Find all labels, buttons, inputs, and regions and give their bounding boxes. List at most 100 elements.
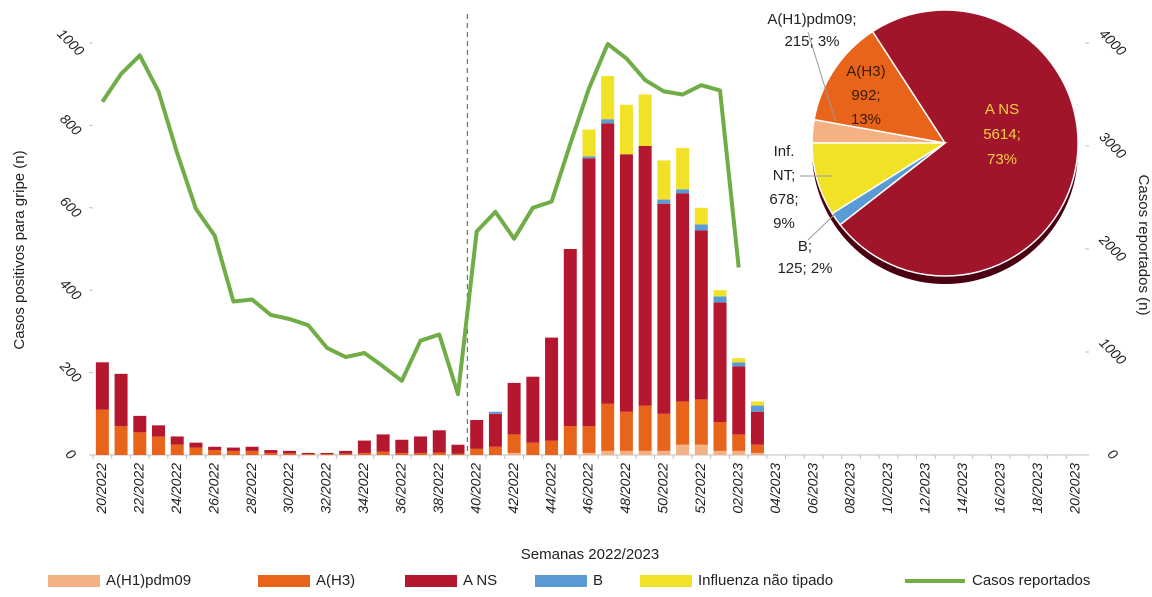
bar-segment [545, 337, 559, 441]
pie-label: 678; [769, 191, 798, 208]
bar-segment [133, 432, 147, 455]
x-tick-label: 52/2022 [692, 463, 708, 514]
bar-segment [357, 452, 371, 455]
bar-segment [657, 199, 671, 204]
bar-segment [750, 405, 764, 412]
y2-tick-label: 2000 [1096, 231, 1130, 265]
bar-segment [732, 434, 746, 451]
x-tick-label: 12/2023 [917, 463, 933, 514]
bar-segment [619, 411, 633, 451]
pie-label: Inf. [774, 143, 795, 160]
bar-segment [245, 450, 259, 455]
x-tick-label: 40/2022 [467, 463, 483, 514]
bar-segment [114, 373, 128, 427]
bar-segment [619, 154, 633, 412]
y2-tick-label: 1000 [1096, 334, 1129, 367]
pie-label: 73% [987, 151, 1017, 168]
bar-segment [657, 203, 671, 414]
legend-label: A(H3) [316, 572, 355, 589]
x-tick-label: 44/2022 [542, 463, 558, 514]
x-tick-label: 20/2023 [1066, 463, 1082, 515]
bar-segment [750, 452, 764, 455]
legend-label: Casos reportados [972, 572, 1090, 589]
bar-segment [264, 452, 278, 455]
bar-segment [732, 450, 746, 455]
bar-segment [208, 450, 222, 455]
bar-segment [713, 290, 727, 297]
bar-segment [694, 224, 708, 231]
bar-segment [226, 450, 240, 455]
bar-segment [582, 158, 596, 427]
pie-label: A(H3) [846, 63, 885, 80]
bar-segment [676, 148, 690, 190]
legend-swatch [405, 575, 457, 587]
x-axis-title: Semanas 2022/2023 [521, 546, 659, 563]
bar-segment [638, 450, 652, 455]
x-tick-label: 16/2023 [991, 463, 1007, 514]
bar-segment [170, 436, 184, 445]
bar-segment [95, 409, 109, 455]
line-series [100, 42, 741, 397]
y-tick-label: 400 [57, 275, 85, 303]
y-axis-title: Casos positivos para gripe (n) [11, 150, 28, 349]
bar-segment [488, 446, 502, 455]
legend-label: B [593, 572, 603, 589]
bar-segment [676, 193, 690, 402]
legend-label: Influenza não tipado [698, 572, 833, 589]
pie-label: NT; [773, 167, 796, 184]
bar-segment [226, 447, 240, 451]
bar-segment [470, 448, 484, 455]
x-tick-label: 08/2023 [842, 463, 858, 514]
bar-segment [114, 426, 128, 455]
x-tick-label: 46/2022 [580, 463, 596, 514]
x-tick-label: 02/2023 [729, 463, 745, 514]
pie-leader [807, 31, 836, 121]
legend-swatch [640, 575, 692, 587]
bar-segment [638, 94, 652, 146]
x-tick-label: 36/2022 [393, 463, 409, 514]
bar-segment [601, 123, 615, 404]
bar-segment [414, 452, 428, 455]
x-tick-label: 42/2022 [505, 463, 521, 514]
y-tick-label: 800 [57, 111, 85, 139]
y2-tick-label: 3000 [1096, 128, 1129, 161]
bar-segment [320, 454, 334, 455]
bar-segment [376, 451, 390, 455]
pie-label: A(H1)pdm09; [767, 11, 856, 28]
y-tick-label: 600 [57, 193, 85, 221]
bar-segment [189, 447, 203, 455]
x-tick-label: 28/2022 [243, 463, 259, 515]
bar-segment [713, 296, 727, 303]
bar-segment [563, 426, 577, 455]
x-tick-label: 32/2022 [318, 463, 334, 514]
bar-segment [320, 452, 334, 455]
x-tick-label: 24/2022 [168, 463, 184, 515]
x-tick-label: 26/2022 [205, 463, 221, 515]
x-tick-label: 30/2022 [280, 463, 296, 514]
pie-label: 5614; [983, 126, 1021, 143]
y2-tick-label: 0 [1105, 446, 1122, 463]
bar-segment [451, 453, 465, 455]
legend-label: A(H1)pdm09 [106, 572, 191, 589]
bar-segment [432, 430, 446, 453]
bar-segment [732, 366, 746, 435]
bar-segment [488, 413, 502, 447]
bar-segment [563, 249, 577, 427]
pie-label: A NS [985, 101, 1019, 118]
bar-segment [732, 358, 746, 363]
bar-segment [750, 444, 764, 453]
bar-segment [189, 442, 203, 448]
x-tick-label: 18/2023 [1029, 463, 1045, 514]
bar-segment [657, 413, 671, 451]
bar-segment [582, 156, 596, 159]
bar-segment [676, 401, 690, 445]
bar-segment [713, 422, 727, 451]
bar-segment [619, 450, 633, 455]
x-tick-label: 14/2023 [954, 463, 970, 514]
pie-slice [813, 30, 947, 145]
bar-segment [545, 440, 559, 455]
bar-segment [488, 411, 502, 414]
bar-segment [694, 207, 708, 225]
x-tick-label: 50/2022 [655, 463, 671, 514]
pie-slice [811, 142, 948, 215]
